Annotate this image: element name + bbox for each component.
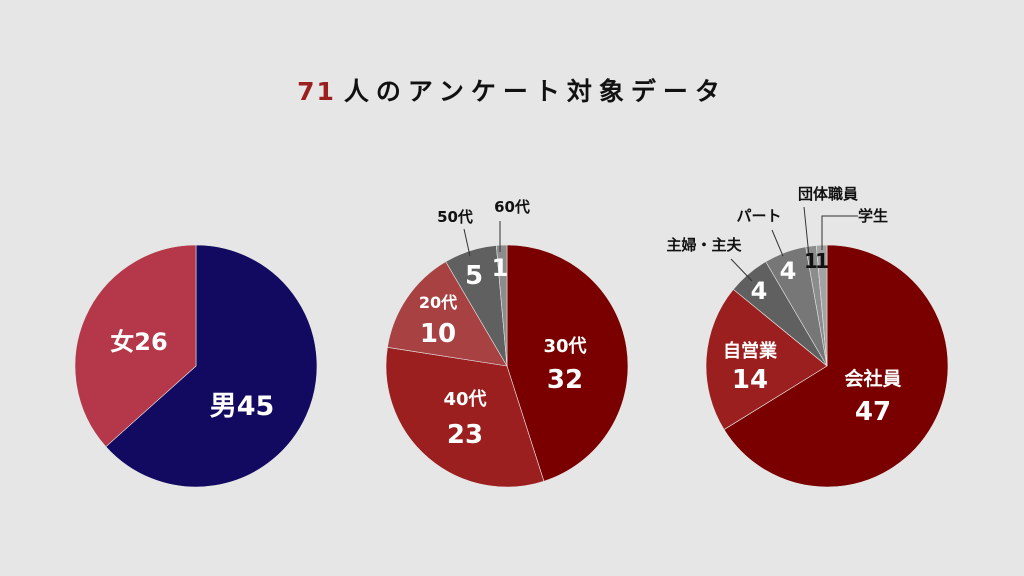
slice-label: 30代 [543, 336, 586, 357]
leader-line [463, 228, 471, 257]
slice-value: 10 [420, 319, 456, 349]
title-text: 人のアンケート対象データ [343, 77, 727, 106]
pie-slice-60代 [495, 244, 508, 367]
slice-value: 1 [492, 254, 509, 282]
slice-value: 23 [447, 420, 483, 450]
slice-label: 学生 [858, 207, 888, 225]
slice-value: 47 [855, 397, 891, 427]
slice-label: 男45 [210, 391, 275, 422]
pie-slice-男 [105, 244, 318, 488]
pie-slice-自営業 [705, 288, 828, 430]
slice-label: 自営業 [723, 340, 778, 362]
slice-label: 60代 [494, 198, 530, 216]
slice-label: 女26 [110, 328, 167, 356]
leader-line [771, 229, 784, 257]
slice-value: 5 [465, 261, 483, 291]
chart-title: 71 人のアンケート対象データ [0, 72, 1024, 108]
pie-slice-40代 [385, 346, 545, 488]
slice-label: パート [736, 207, 781, 225]
slice-label: 40代 [443, 389, 486, 410]
slice-value: 32 [547, 365, 583, 395]
slice-label: 50代 [437, 208, 473, 226]
slice-value: 4 [751, 277, 768, 305]
pie-slice-30代 [506, 244, 629, 482]
pie-slice-女 [74, 244, 197, 448]
slice-label: 主婦・主夫 [666, 236, 742, 254]
slice-value: 1 [804, 249, 818, 273]
leader-line [730, 258, 753, 282]
slice-value: 4 [780, 257, 797, 285]
slice-value: 1 [815, 249, 829, 273]
leader-line [821, 215, 858, 250]
slice-label: 会社員 [844, 367, 901, 390]
slice-label: 20代 [419, 293, 457, 312]
slice-value: 14 [732, 365, 768, 395]
title-count: 71 [297, 77, 336, 106]
leader-line [803, 206, 810, 257]
pie-slice-20代 [387, 261, 508, 367]
slice-label: 団体職員 [798, 185, 858, 203]
pie-slice-会社員 [723, 244, 949, 488]
